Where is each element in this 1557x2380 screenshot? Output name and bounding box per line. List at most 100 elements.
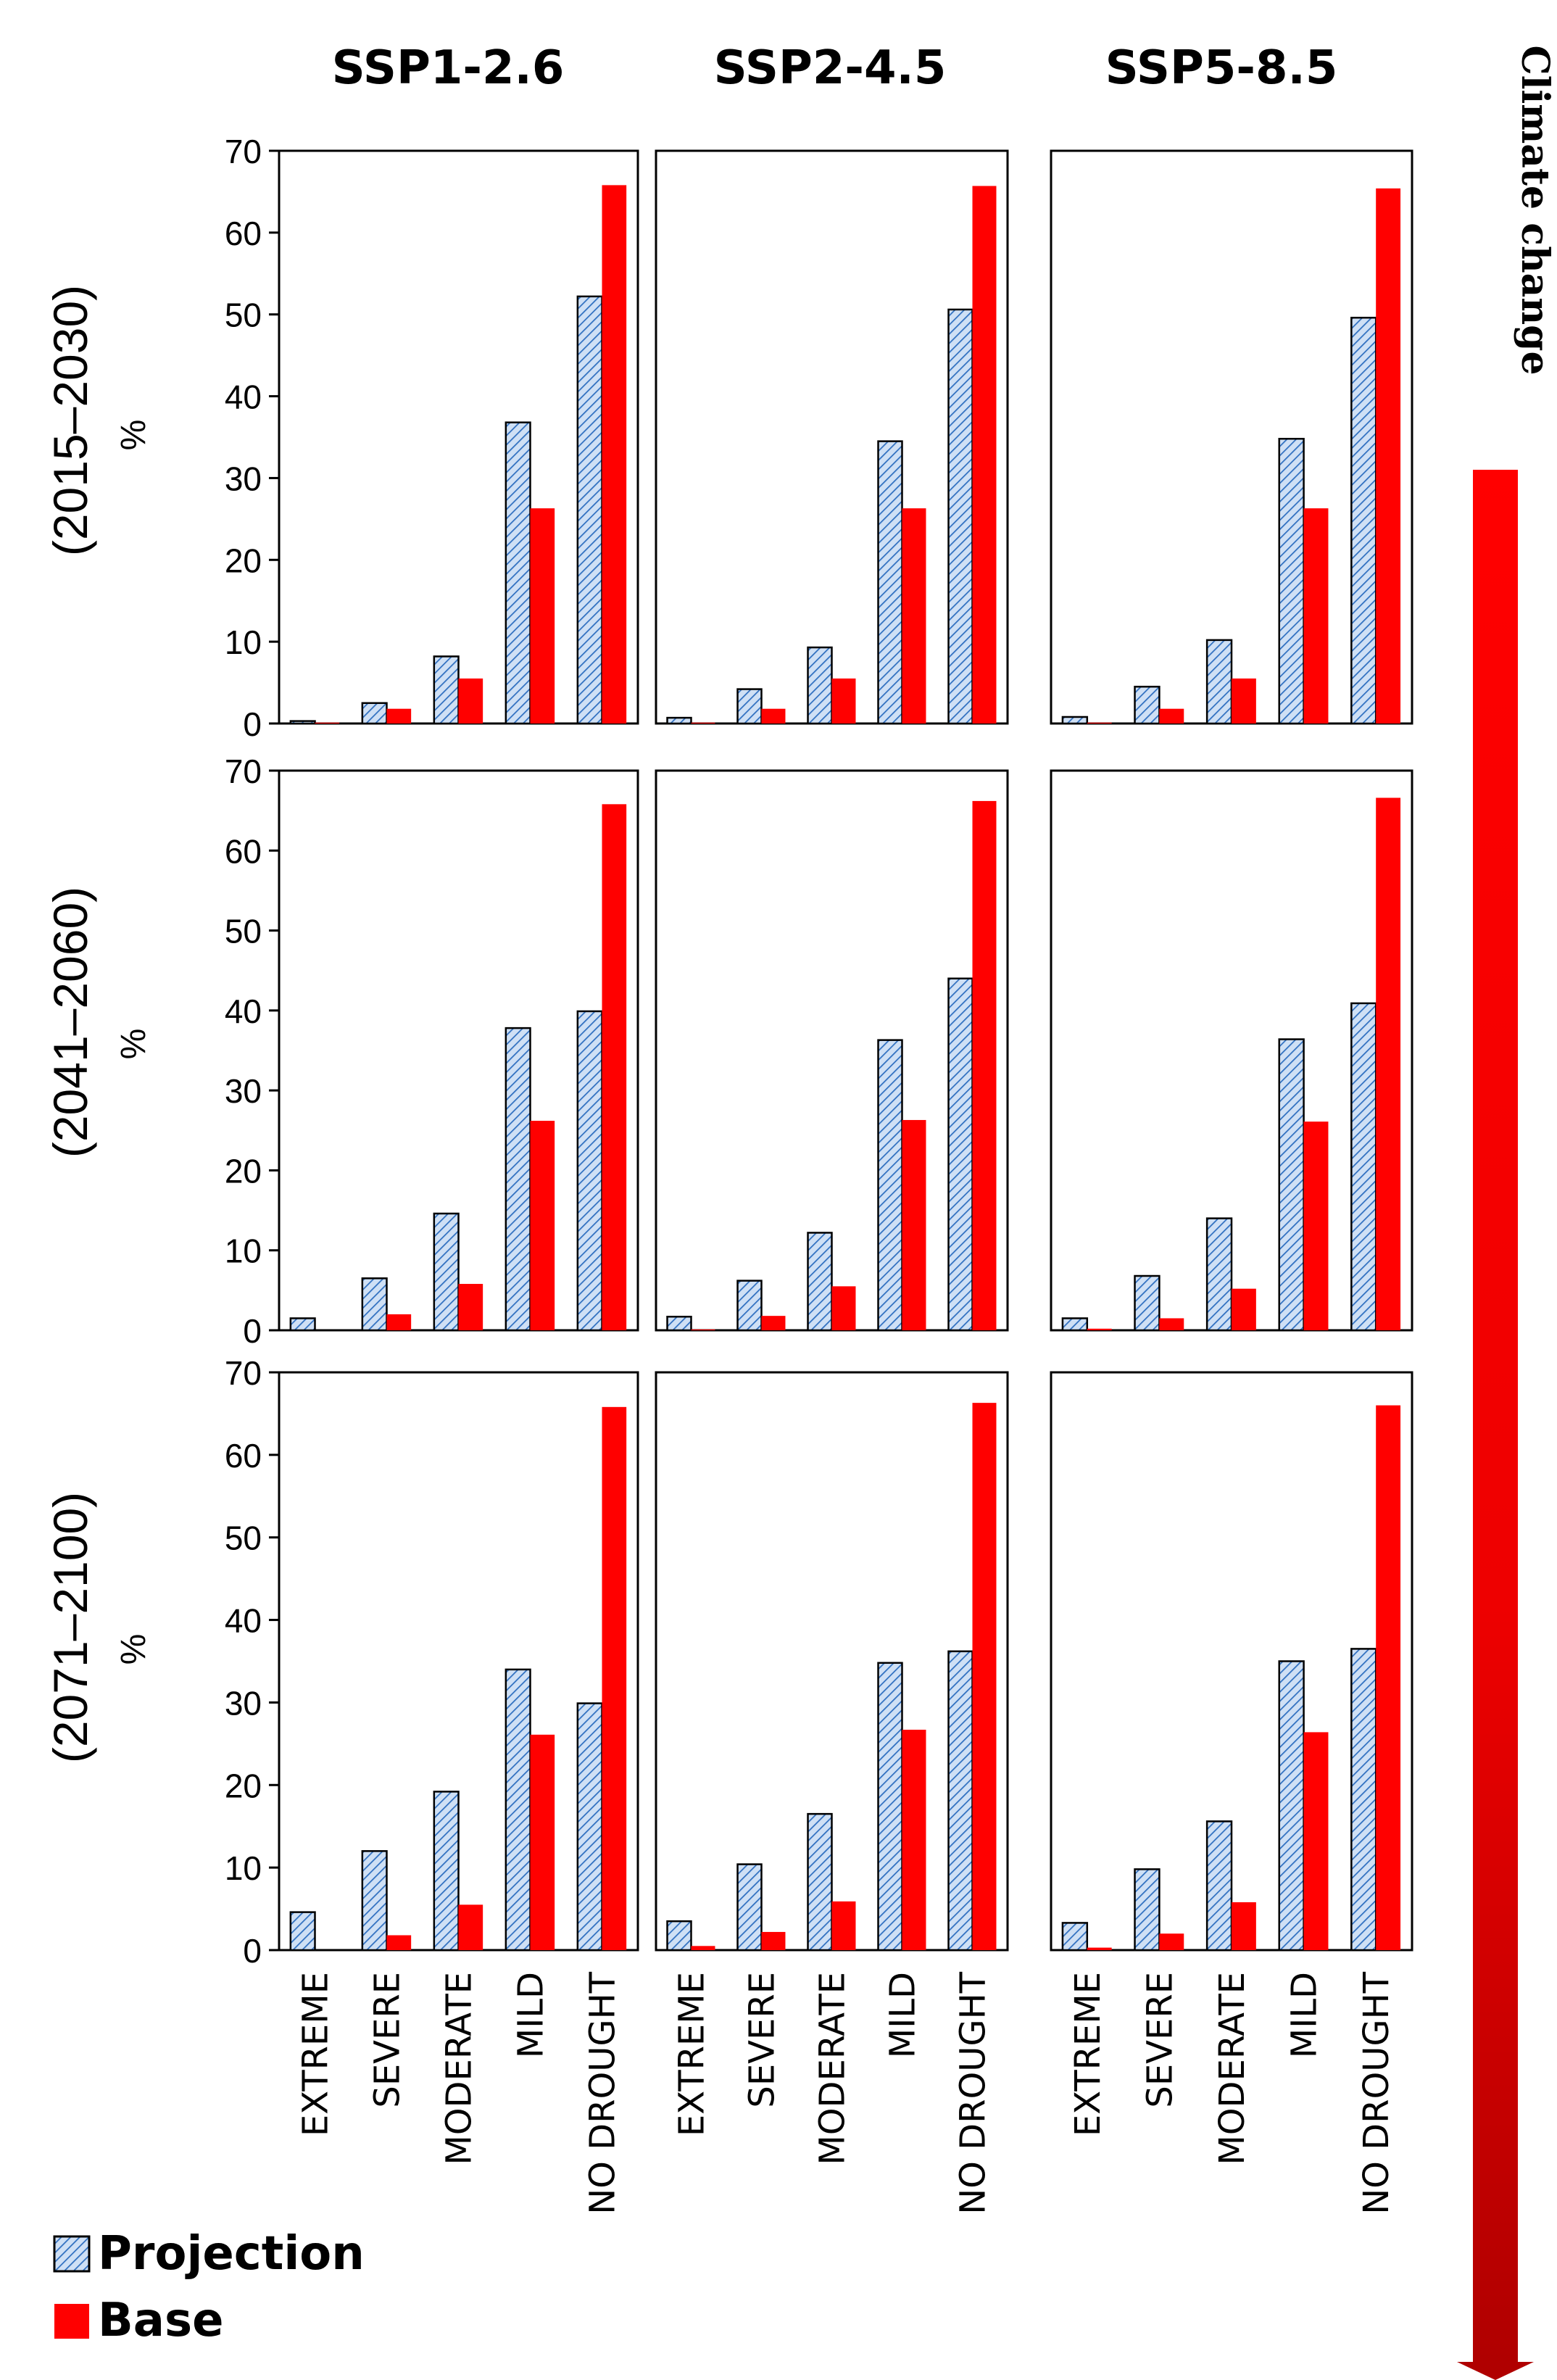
y-tick-label: 0: [243, 1932, 262, 1970]
base-bar: [530, 508, 555, 723]
base-bar: [1159, 1318, 1184, 1330]
chart-panel: [1050, 149, 1413, 725]
x-tick-label: MILD: [1284, 1972, 1325, 2058]
base-bar: [902, 1730, 926, 1950]
projection-bar: [947, 308, 973, 725]
projection-bar: [666, 716, 692, 725]
base-bar: [761, 1931, 786, 1950]
projection-bar: [807, 646, 833, 725]
x-tick-label: MILD: [883, 1972, 923, 2058]
base-bar: [1376, 797, 1401, 1330]
chart-panel: 0 10 20 30 40 50 60 70: [225, 133, 639, 743]
y-tick-label: 40: [225, 378, 262, 416]
projection-bar: [576, 295, 603, 725]
y-tick-label: 20: [225, 1767, 262, 1804]
base-bar: [972, 186, 997, 723]
y-tick-label: 20: [225, 1152, 262, 1190]
x-tick-label: NO DROUGHT: [583, 1971, 623, 2214]
x-tick-label: EXTREME: [672, 1972, 713, 2136]
x-tick-label: SEVERE: [368, 1972, 408, 2108]
arrow-shaft: [1473, 470, 1518, 2362]
chart-panel: 0 10 20 30 40 50 60 70: [225, 752, 639, 1350]
arrow-head: [1457, 2362, 1534, 2380]
base-bar: [831, 1901, 856, 1950]
y-unit-labels: % % %: [115, 420, 153, 1665]
period-label-2041-2060: (2041–2060): [43, 887, 97, 1158]
scenario-header-ssp5: SSP5-8.5: [1105, 41, 1338, 95]
base-bar: [1159, 1933, 1184, 1950]
projection-bar: [1061, 1922, 1089, 1952]
y-tick-label: 40: [225, 1602, 262, 1640]
projection-bar: [505, 1668, 531, 1952]
base-bar: [602, 804, 627, 1330]
chart-panel: [655, 149, 1009, 725]
legend-label-projection: Projection: [98, 2227, 365, 2281]
legend-swatch-projection: [53, 2235, 91, 2273]
chart-panels: 0 10 20 30 40 50 60 70 0 10 20 30 40 50 60 70 0 10 20 30 40 5…: [225, 133, 1413, 2215]
base-bar: [1232, 1288, 1256, 1330]
projection-bar: [1205, 639, 1233, 725]
projection-bar: [1134, 1868, 1161, 1952]
period-label-2071-2100: (2071–2100): [43, 1492, 97, 1763]
y-tick-label: 10: [225, 1849, 262, 1887]
projection-bar: [289, 1911, 316, 1952]
chart-panel: [655, 769, 1009, 1332]
projection-bar: [736, 688, 763, 725]
y-tick-label: 0: [243, 1312, 262, 1350]
base-bar: [458, 1904, 483, 1950]
projection-bar: [361, 702, 388, 725]
projection-bar: [505, 1027, 531, 1332]
x-tick-label: SEVERE: [742, 1972, 783, 2108]
base-bar: [530, 1734, 555, 1950]
projection-bar: [877, 1039, 903, 1332]
chart-panel: [1050, 769, 1413, 1332]
projection-bar: [1205, 1820, 1233, 1952]
base-bar: [1159, 708, 1184, 723]
legend-swatch-base: [54, 2304, 89, 2339]
projection-bar: [807, 1232, 833, 1332]
x-tick-label: MODERATE: [813, 1972, 853, 2165]
x-tick-label: MODERATE: [1212, 1972, 1253, 2165]
base-bar: [386, 1314, 412, 1330]
base-bar: [902, 1119, 926, 1330]
projection-bar: [433, 1212, 460, 1332]
period-label-2015-2030: (2015–2030): [43, 285, 97, 556]
projection-bar: [361, 1850, 388, 1952]
y-unit-label: %: [115, 1634, 153, 1665]
x-tick-label: EXTREME: [1068, 1972, 1108, 2136]
scenario-header-ssp1: SSP1-2.6: [332, 41, 565, 95]
projection-bar: [1061, 1317, 1089, 1332]
y-tick-label: 70: [225, 133, 262, 170]
projection-bar: [666, 1920, 692, 1952]
y-unit-label: %: [115, 420, 153, 451]
base-bar: [530, 1121, 555, 1330]
projection-bar: [361, 1277, 388, 1332]
y-tick-label: 10: [225, 1232, 262, 1270]
x-tick-label: MILD: [511, 1972, 552, 2058]
y-tick-label: 30: [225, 1072, 262, 1110]
y-unit-label: %: [115, 1029, 153, 1060]
y-tick-label: 10: [225, 623, 262, 661]
base-bar: [602, 1406, 627, 1950]
projection-bar: [736, 1280, 763, 1332]
projection-bar: [1278, 1038, 1305, 1332]
base-bar: [831, 678, 856, 723]
projection-bar: [1134, 1274, 1161, 1332]
x-tick-label: MODERATE: [439, 1972, 480, 2165]
base-bar: [1087, 1947, 1112, 1950]
y-tick-label: 20: [225, 542, 262, 579]
projection-bar: [1205, 1217, 1233, 1332]
base-bar: [1087, 1328, 1112, 1330]
y-tick-label: 50: [225, 297, 262, 334]
projection-bar: [1278, 438, 1305, 725]
y-tick-label: 40: [225, 992, 262, 1030]
legend-label-base: Base: [98, 2294, 223, 2347]
base-bar: [602, 185, 627, 723]
base-bar: [902, 508, 926, 723]
base-bar: [386, 1935, 412, 1950]
projection-bar: [505, 421, 531, 725]
projection-bar: [666, 1316, 692, 1332]
projection-bar: [877, 1662, 903, 1952]
projection-bar: [947, 1650, 973, 1952]
y-tick-label: 60: [225, 1437, 262, 1475]
